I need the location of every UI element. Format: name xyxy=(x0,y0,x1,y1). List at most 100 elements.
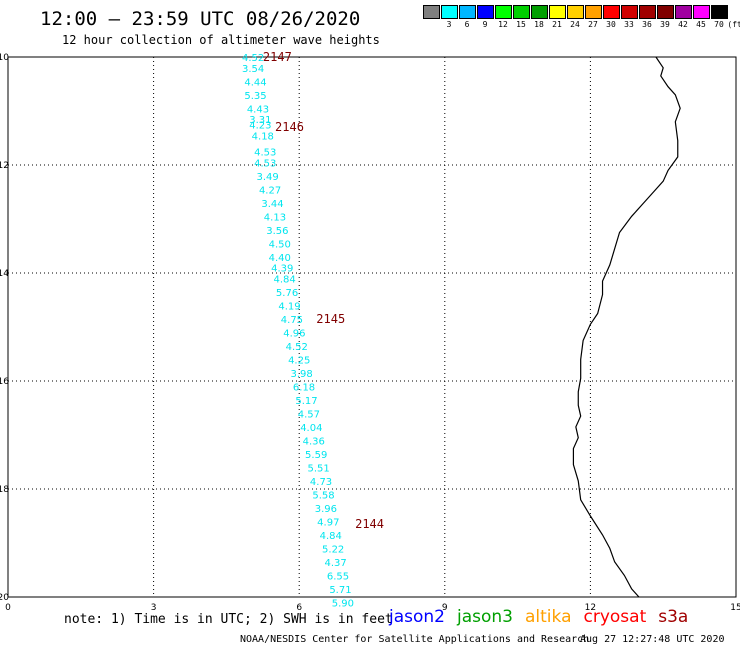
colorbar-bin: 45 xyxy=(692,5,710,30)
x-tick-label: 6 xyxy=(296,603,302,613)
swh-value-label: 4.73 xyxy=(310,477,332,488)
x-tick-label: 9 xyxy=(442,603,448,613)
y-tick-label: -10 xyxy=(0,53,9,63)
colorbar-swatch xyxy=(584,5,602,19)
swh-value-label: 5.59 xyxy=(305,450,327,461)
swh-value-label: 3.49 xyxy=(257,172,279,183)
colorbar-bin: 42 xyxy=(674,5,692,30)
swh-value-label: 4.57 xyxy=(298,409,320,420)
colorbar-swatch xyxy=(548,5,566,19)
colorbar-swatch xyxy=(440,5,458,19)
swh-value-label: 5.71 xyxy=(329,585,351,596)
pass-time-label: 2146 xyxy=(275,120,304,134)
colorbar-swatch xyxy=(602,5,620,19)
swh-value-label: 3.31 xyxy=(249,115,271,126)
colorbar-bin: 70 xyxy=(710,5,728,30)
swh-value-label: 3.44 xyxy=(261,199,283,210)
swh-value-label: 3.96 xyxy=(315,504,337,515)
colorbar-bin: 27 xyxy=(584,5,602,30)
swh-value-label: 5.22 xyxy=(322,544,344,555)
map-title: 12:00 – 23:59 UTC 08/26/2020 xyxy=(40,8,361,30)
y-tick-label: -12 xyxy=(0,161,9,171)
swh-value-label: 4.19 xyxy=(278,301,300,312)
colorbar-label: 6 xyxy=(464,20,470,29)
swh-value-label: 4.75 xyxy=(281,315,303,326)
pass-time-label: 2144 xyxy=(355,517,384,531)
swh-value-label: 4.37 xyxy=(324,558,346,569)
colorbar-swatch xyxy=(476,5,494,19)
colorbar-label: 12 xyxy=(498,20,508,29)
colorbar-swatch xyxy=(710,5,728,19)
colorbar-swatch xyxy=(656,5,674,19)
colorbar-label: 3 xyxy=(446,20,452,29)
colorbar-bin: 36 xyxy=(638,5,656,30)
colorbar-bin: 15 xyxy=(512,5,530,30)
swh-value-label: 4.40 xyxy=(269,253,291,264)
swh-value-label: 4.52 xyxy=(286,342,308,353)
colorbar-bin: 6 xyxy=(458,5,476,30)
swh-value-label: 4.96 xyxy=(283,328,305,339)
colorbar-swatch xyxy=(512,5,530,19)
swh-value-label: 4.43 xyxy=(247,104,269,115)
colorbar-swatch xyxy=(692,5,710,19)
swh-value-label: 4.44 xyxy=(244,77,266,88)
swh-value-label: 6.18 xyxy=(293,382,315,393)
y-tick-label: -14 xyxy=(0,269,9,279)
map-subtitle: 12 hour collection of altimeter wave hei… xyxy=(62,33,380,47)
swh-value-label: 4.50 xyxy=(269,239,291,250)
colorbar-bin: 3 xyxy=(440,5,458,30)
colorbar-swatch xyxy=(494,5,512,19)
satellite-legend: jason2 jason3 altika cryosat s3a xyxy=(389,607,700,627)
swh-value-label: 3.56 xyxy=(266,226,288,237)
swh-value-label: 4.04 xyxy=(300,423,322,434)
colorbar-bin: 12 xyxy=(494,5,512,30)
map-frame xyxy=(7,56,737,598)
colorbar-swatch xyxy=(638,5,656,19)
colorbar-swatch xyxy=(620,5,638,19)
colorbar-label: 15 xyxy=(516,20,526,29)
colorbar-label: 36 xyxy=(642,20,652,29)
colorbar-label: 33 xyxy=(624,20,634,29)
satellite-altika: altika xyxy=(525,607,572,627)
colorbar-label: 21 xyxy=(552,20,562,29)
swh-value-label: 4.52 xyxy=(242,53,264,64)
colorbar-swatch xyxy=(566,5,584,19)
x-tick-label: 0 xyxy=(5,603,11,613)
swh-value-label: 4.39 xyxy=(271,264,293,275)
colorbar-label: 30 xyxy=(606,20,616,29)
colorbar-bin: 18 xyxy=(530,5,548,30)
swh-value-label: 4.84 xyxy=(274,274,296,285)
colorbar-bin: 24 xyxy=(566,5,584,30)
satellite-jason2: jason2 xyxy=(389,607,445,627)
swh-value-label: 4.53 xyxy=(254,148,276,159)
y-tick-label: -18 xyxy=(0,485,9,495)
colorbar-label: 39 xyxy=(660,20,670,29)
swh-value-label: 4.53 xyxy=(254,158,276,169)
satellite-cryosat: cryosat xyxy=(583,607,647,627)
x-tick-label: 3 xyxy=(151,603,157,613)
swh-value-label: 4.23 xyxy=(249,121,271,132)
colorbar-swatch xyxy=(422,5,440,19)
x-tick-label: 15 xyxy=(730,603,740,613)
colorbar-swatch xyxy=(530,5,548,19)
generated-timestamp: Aug 27 12:27:48 UTC 2020 xyxy=(580,634,725,645)
y-tick-label: -20 xyxy=(0,593,9,603)
colorbar-bin: 30 xyxy=(602,5,620,30)
coastline xyxy=(572,56,681,598)
colorbar-bin: 9 xyxy=(476,5,494,30)
swh-value-label: 5.58 xyxy=(312,490,334,501)
colorbar-label: 45 xyxy=(696,20,706,29)
satellite-s3a: s3a xyxy=(658,607,689,627)
swh-value-label: 4.27 xyxy=(259,185,281,196)
colorbar-label: 42 xyxy=(678,20,688,29)
colorbar-label: 70 xyxy=(714,20,724,29)
colorbar-swatch xyxy=(458,5,476,19)
x-tick-label: 12 xyxy=(585,603,596,613)
colorbar-bin: 39 xyxy=(656,5,674,30)
swh-value-label: 4.84 xyxy=(320,531,342,542)
colorbar-label: 27 xyxy=(588,20,598,29)
colorbar-swatch xyxy=(674,5,692,19)
swh-value-label: 4.97 xyxy=(317,517,339,528)
credit-line: NOAA/NESDIS Center for Satellite Applica… xyxy=(240,634,590,645)
